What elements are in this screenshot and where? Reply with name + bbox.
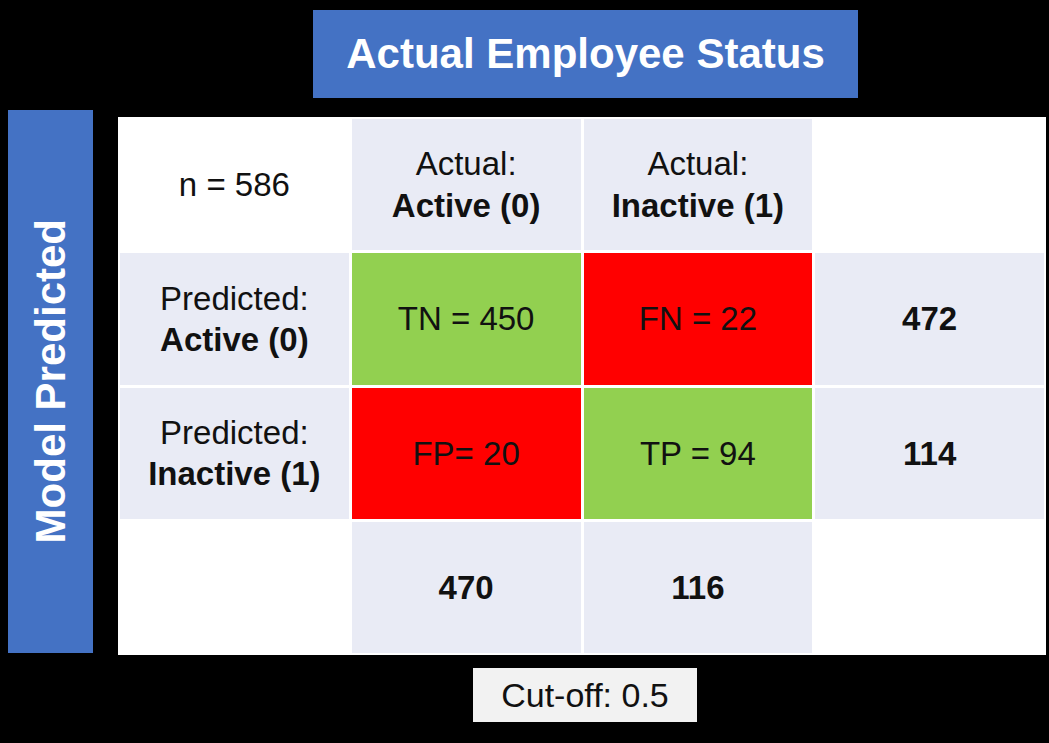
- col-header-actual-active-line2: Active (0): [392, 185, 541, 226]
- row-header-predicted-inactive-line2: Inactive (1): [148, 453, 320, 494]
- actual-inactive-total-cell: 116: [584, 522, 813, 653]
- false-negative-label: FN = 22: [639, 298, 757, 339]
- true-negative-cell: TN = 450: [352, 253, 581, 384]
- confusion-matrix-slide: Actual Employee Status Model Predicted n…: [0, 0, 1049, 743]
- model-predicted-banner-label: Model Predicted: [27, 219, 75, 543]
- true-positive-label: TP = 94: [640, 433, 756, 474]
- predicted-inactive-total-label: 114: [903, 433, 956, 474]
- true-negative-label: TN = 450: [398, 298, 535, 339]
- false-positive-cell: FP= 20: [352, 388, 581, 519]
- sample-size-cell: n = 586: [120, 119, 349, 250]
- col-header-actual-inactive-line1: Actual:: [647, 143, 748, 184]
- col-header-actual-inactive: Actual: Inactive (1): [584, 119, 813, 250]
- row-header-predicted-inactive: Predicted: Inactive (1): [120, 388, 349, 519]
- predicted-active-total-label: 472: [902, 298, 957, 339]
- predicted-active-total-cell: 472: [815, 253, 1044, 384]
- row-header-predicted-inactive-line1: Predicted:: [160, 412, 309, 453]
- actual-status-banner-label: Actual Employee Status: [346, 30, 824, 78]
- sample-size-label: n = 586: [179, 164, 290, 205]
- corner-cell-top-right: [815, 119, 1044, 250]
- row-header-predicted-active: Predicted: Active (0): [120, 253, 349, 384]
- actual-active-total-cell: 470: [352, 522, 581, 653]
- confusion-matrix-table: n = 586 Actual: Active (0) Actual: Inact…: [118, 117, 1046, 655]
- cutoff-label-box: Cut-off: 0.5: [473, 668, 697, 722]
- corner-cell-bottom-left: [120, 522, 349, 653]
- corner-cell-bottom-right: [815, 522, 1044, 653]
- predicted-inactive-total-cell: 114: [815, 388, 1044, 519]
- col-header-actual-active-line1: Actual:: [416, 143, 517, 184]
- row-header-predicted-active-line2: Active (0): [160, 319, 309, 360]
- col-header-actual-active: Actual: Active (0): [352, 119, 581, 250]
- actual-status-banner: Actual Employee Status: [313, 10, 858, 98]
- row-header-predicted-active-line1: Predicted:: [160, 278, 309, 319]
- false-positive-label: FP= 20: [412, 433, 519, 474]
- false-negative-cell: FN = 22: [584, 253, 813, 384]
- true-positive-cell: TP = 94: [584, 388, 813, 519]
- col-header-actual-inactive-line2: Inactive (1): [612, 185, 784, 226]
- actual-inactive-total-label: 116: [671, 567, 724, 608]
- model-predicted-banner: Model Predicted: [8, 110, 93, 653]
- actual-active-total-label: 470: [439, 567, 494, 608]
- cutoff-label: Cut-off: 0.5: [501, 676, 669, 715]
